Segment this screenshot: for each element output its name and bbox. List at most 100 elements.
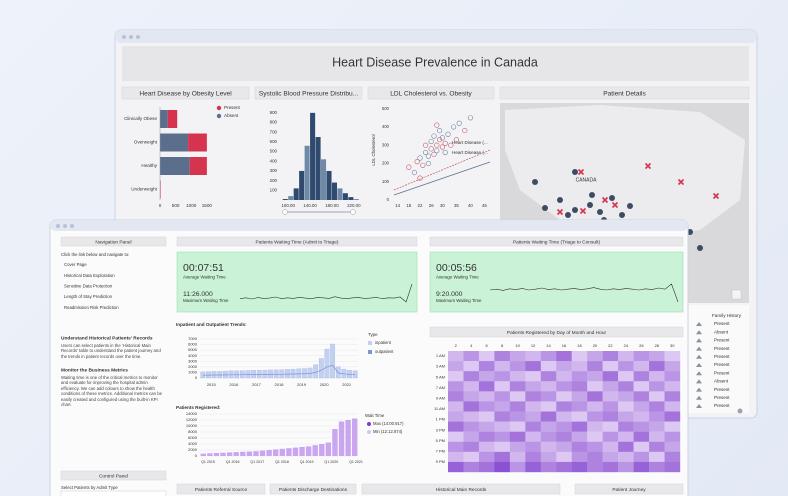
- scroll-handle[interactable]: [737, 408, 743, 414]
- x-tick-label: Q1 2017: [250, 460, 264, 464]
- heatmap-cell: [448, 451, 464, 463]
- kpi-value: 11:26.000: [183, 291, 213, 298]
- map-marker: [601, 196, 609, 204]
- heatmap-cell: [602, 441, 619, 453]
- nav-link[interactable]: Readmission Risk Prediction: [64, 305, 119, 310]
- category-label: Clinically Obese: [124, 116, 157, 121]
- bar: [318, 358, 324, 379]
- heatmap-cell: [602, 461, 619, 473]
- heatmap-cell: [587, 391, 603, 402]
- map-marker: [597, 209, 603, 215]
- histogram-bar: [304, 145, 310, 200]
- heatmap-cell: [509, 431, 526, 442]
- legend-label: outpatient: [375, 349, 394, 354]
- heatmap-cell: [556, 391, 572, 402]
- annotation: Heart Disease (...: [452, 140, 488, 145]
- y-tick-label: 2000: [188, 364, 198, 369]
- nav-link[interactable]: Historical Data Exploration: [64, 273, 115, 278]
- scatter-point: [448, 142, 454, 148]
- heatmap-cell: [463, 421, 480, 432]
- heatmap-cell: [602, 421, 619, 432]
- kpi-label: Average Waiting Time: [436, 275, 479, 280]
- heatmap-cell: [602, 381, 619, 392]
- bar: [207, 453, 213, 456]
- heatmap-cell: [478, 391, 495, 402]
- heatmap-cell: [618, 391, 634, 402]
- paragraph: Waiting time is one of the critical metr…: [61, 375, 163, 408]
- bar: [228, 370, 234, 379]
- bar: [188, 133, 207, 152]
- heatmap-cell: [448, 431, 464, 442]
- x-tick-label: Q1 2018: [275, 460, 289, 464]
- heatmap-cell: [509, 371, 526, 382]
- dropdown[interactable]: [60, 490, 167, 496]
- slider-handle[interactable]: [282, 209, 288, 215]
- panel-title: Navigation Panel: [95, 239, 131, 245]
- x-tick-label: Q1 2019: [300, 460, 314, 464]
- bar: [273, 449, 279, 456]
- bar: [262, 369, 268, 379]
- zoom-button[interactable]: [731, 289, 742, 300]
- panel-header: [176, 236, 418, 247]
- scatter-point: [453, 137, 460, 143]
- heatmap-cell: [649, 411, 665, 422]
- x-tick-label: 220.00: [347, 203, 361, 208]
- histogram-bar: [321, 159, 327, 200]
- bar: [290, 368, 296, 379]
- bar: [279, 448, 285, 456]
- y-tick-label: 5 AM: [436, 374, 445, 379]
- heatmap-cell: [478, 411, 495, 422]
- heatmap-cell: [649, 431, 665, 442]
- heatmap-cell: [649, 421, 665, 432]
- panel-title: Heart Disease by Obesity Level: [139, 90, 232, 97]
- heatmap-cell: [525, 461, 541, 473]
- heatmap-cell: [587, 381, 603, 392]
- nav-link[interactable]: Length of Stay Prediction: [64, 294, 113, 299]
- kpi-card: [176, 251, 418, 313]
- histogram-bar: [348, 197, 354, 200]
- heatmap-cell: [664, 401, 681, 412]
- range-slider: [283, 211, 355, 213]
- heatmap-cell: [664, 451, 681, 463]
- sort-icon: [696, 395, 702, 400]
- heatmap-cell: [494, 441, 511, 453]
- bar: [305, 446, 312, 456]
- bar: [223, 370, 228, 379]
- panel-header: [60, 236, 167, 247]
- y-tick-label: 800: [270, 120, 278, 125]
- y-tick-label: 300: [270, 168, 278, 173]
- heatmap-cell: [540, 351, 557, 362]
- window-dot: [56, 224, 60, 228]
- map-marker: [577, 168, 585, 176]
- y-tick-label: 14000: [186, 411, 198, 416]
- sort-icon: [696, 404, 702, 408]
- histogram-bar: [315, 137, 321, 200]
- bar: [285, 369, 290, 379]
- table-cell: Present: [714, 346, 730, 351]
- nav-link[interactable]: Cover Page: [64, 262, 87, 267]
- heatmap-cell: [556, 421, 572, 432]
- heatmap-cell: [540, 411, 557, 422]
- heatmap-cell: [540, 421, 557, 432]
- kpi-label: Maximum Waiting Time: [436, 298, 482, 303]
- x-tick-label: 35: [454, 203, 459, 208]
- heatmap-cell: [587, 421, 603, 432]
- map-marker: [587, 202, 593, 208]
- histogram-bar: [288, 196, 294, 200]
- kpi-value: 00:05:56: [436, 262, 477, 274]
- heatmap-cell: [448, 461, 464, 473]
- y-tick-label: 1 PM: [436, 417, 445, 422]
- panel-header: [254, 86, 363, 100]
- heatmap-cell: [649, 401, 665, 412]
- heatmap-cell: [478, 361, 495, 372]
- legend-label: Absent: [224, 113, 239, 118]
- bar: [213, 453, 220, 456]
- sparkline: [489, 283, 679, 303]
- heatmap-cell: [463, 361, 480, 372]
- nav-link[interactable]: Sensitive Data Protection: [64, 284, 113, 289]
- y-tick-label: 10000: [186, 423, 198, 428]
- x-tick-label: 2021: [342, 382, 352, 387]
- table-cell: Absent: [714, 379, 729, 384]
- slider-handle[interactable]: [350, 209, 356, 215]
- heatmap-cell: [633, 401, 650, 412]
